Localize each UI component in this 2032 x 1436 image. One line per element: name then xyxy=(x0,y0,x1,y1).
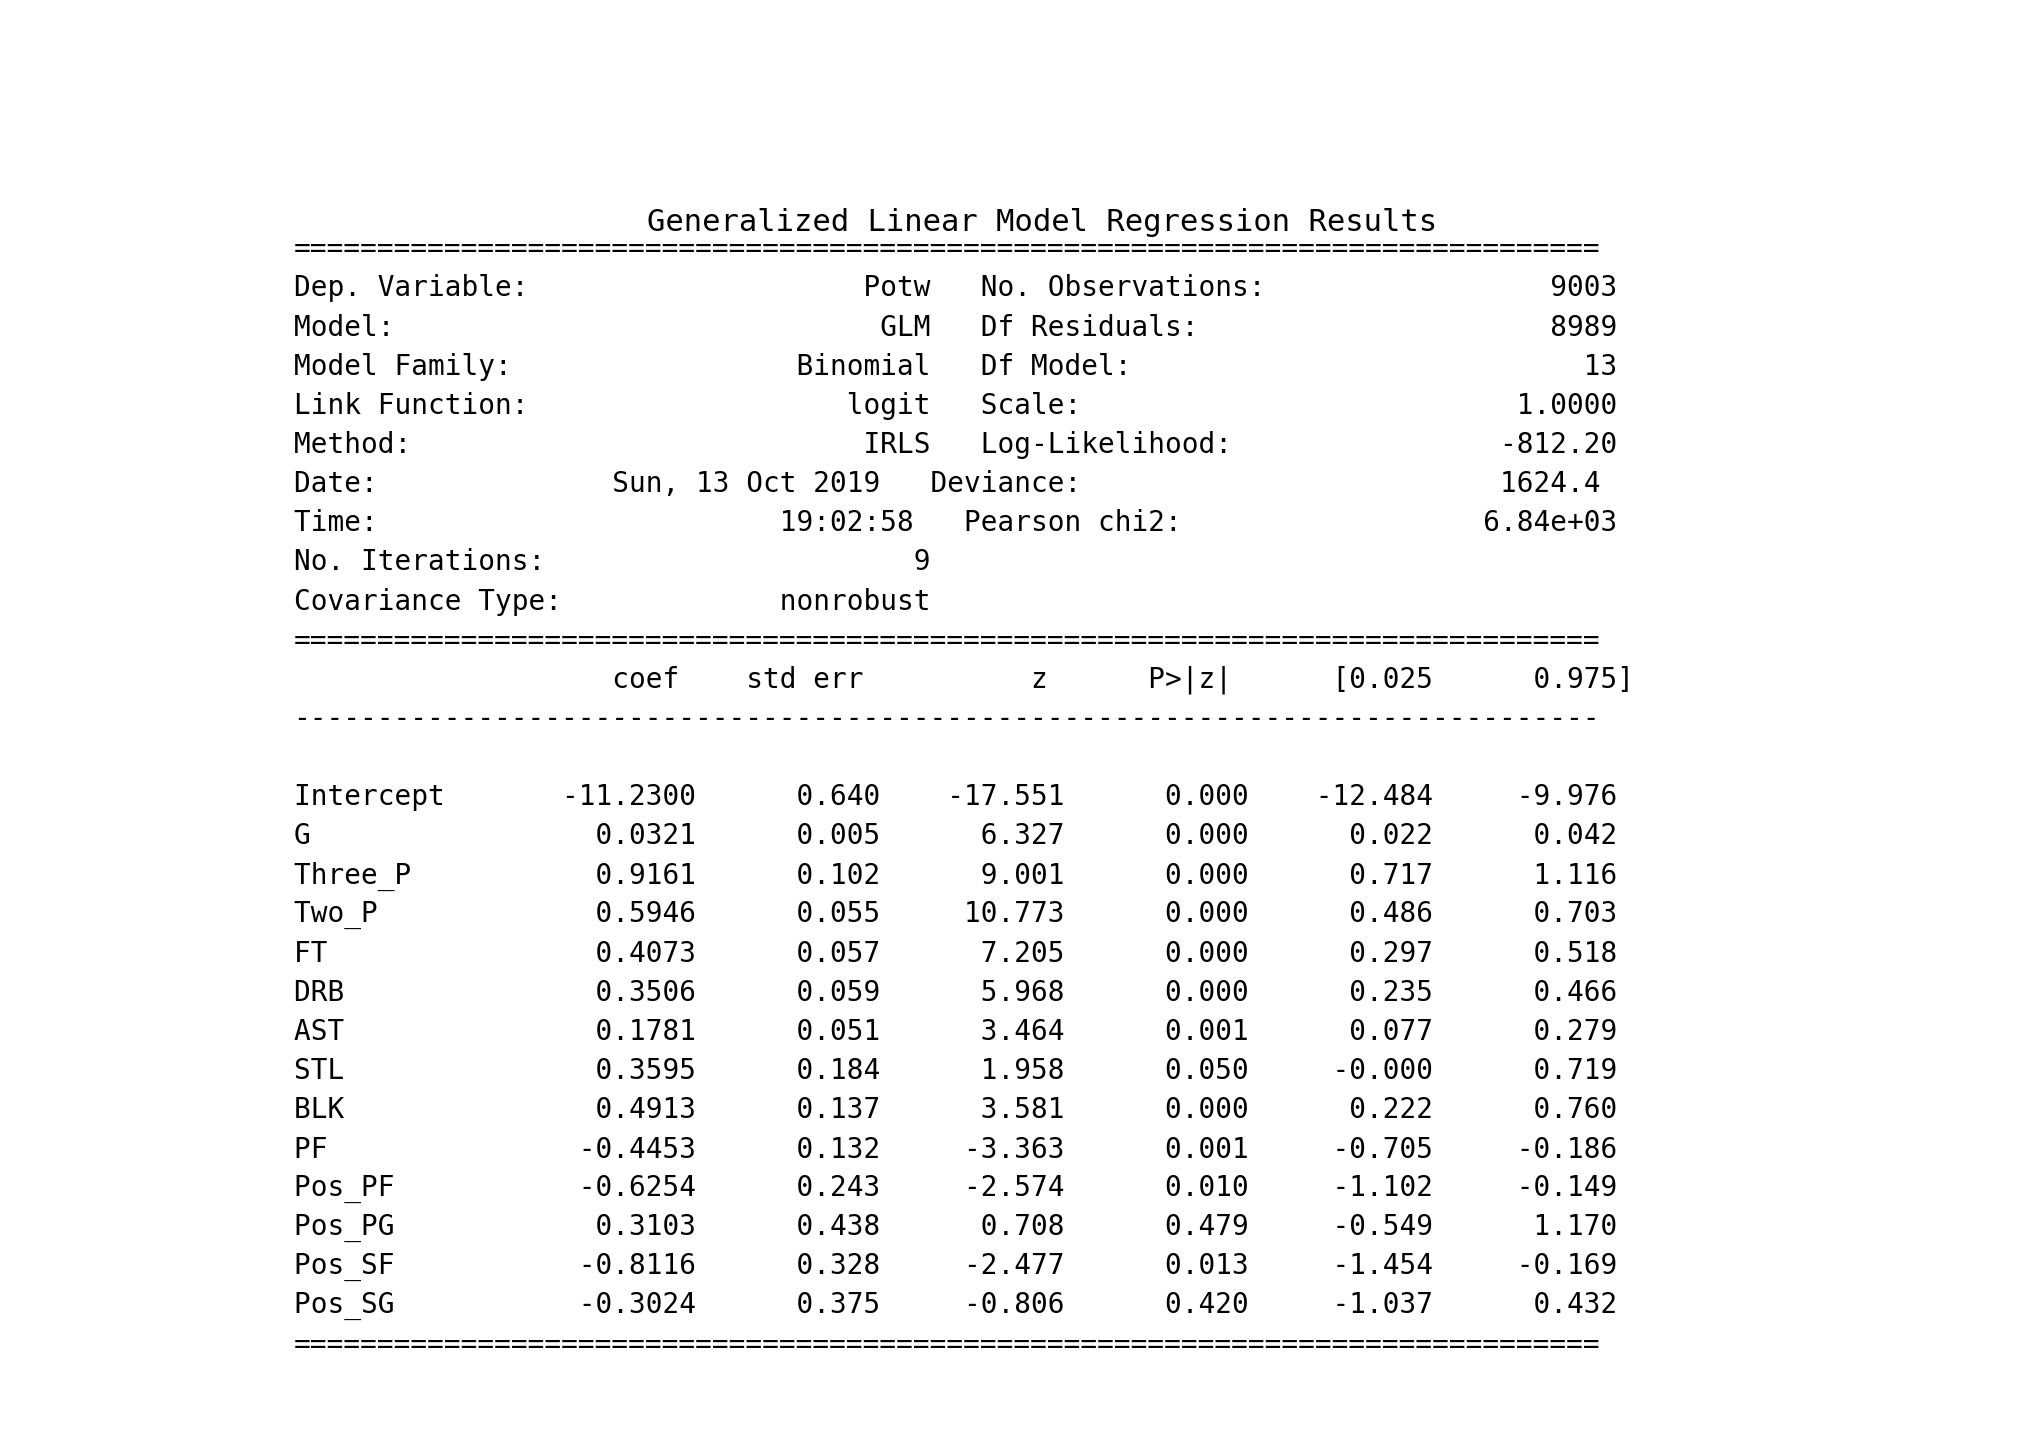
Text: PF               -0.4453      0.132     -3.363      0.001     -0.705     -0.186: PF -0.4453 0.132 -3.363 0.001 -0.705 -0.… xyxy=(293,1136,1615,1163)
Text: AST               0.1781      0.051      3.464      0.001      0.077      0.279: AST 0.1781 0.051 3.464 0.001 0.077 0.279 xyxy=(293,1018,1615,1047)
Text: Covariance Type:             nonrobust: Covariance Type: nonrobust xyxy=(293,587,929,616)
Text: Intercept       -11.2300      0.640    -17.551      0.000    -12.484     -9.976: Intercept -11.2300 0.640 -17.551 0.000 -… xyxy=(293,784,1615,811)
Text: Time:                        19:02:58   Pearson chi2:                  6.84e+03: Time: 19:02:58 Pearson chi2: 6.84e+03 xyxy=(293,510,1615,537)
Text: Pos_SF           -0.8116      0.328     -2.477      0.013     -1.454     -0.169: Pos_SF -0.8116 0.328 -2.477 0.013 -1.454… xyxy=(293,1254,1615,1281)
Text: Pos_PF           -0.6254      0.243     -2.574      0.010     -1.102     -0.149: Pos_PF -0.6254 0.243 -2.574 0.010 -1.102… xyxy=(293,1175,1615,1203)
Text: ------------------------------------------------------------------------------: ----------------------------------------… xyxy=(293,705,1599,732)
Text: DRB               0.3506      0.059      5.968      0.000      0.235      0.466: DRB 0.3506 0.059 5.968 0.000 0.235 0.466 xyxy=(293,979,1615,1007)
Text: Link Function:                   logit   Scale:                          1.0000: Link Function: logit Scale: 1.0000 xyxy=(293,392,1615,419)
Text: Pos_SG           -0.3024      0.375     -0.806      0.420     -1.037      0.432: Pos_SG -0.3024 0.375 -0.806 0.420 -1.037… xyxy=(293,1292,1615,1320)
Text: BLK               0.4913      0.137      3.581      0.000      0.222      0.760: BLK 0.4913 0.137 3.581 0.000 0.222 0.760 xyxy=(293,1097,1615,1124)
Text: Model Family:                 Binomial   Df Model:                           13: Model Family: Binomial Df Model: 13 xyxy=(293,353,1615,381)
Text: Dep. Variable:                    Potw   No. Observations:                 9003: Dep. Variable: Potw No. Observations: 90… xyxy=(293,274,1615,303)
Text: ==============================================================================: ========================================… xyxy=(293,626,1599,655)
Text: Generalized Linear Model Regression Results: Generalized Linear Model Regression Resu… xyxy=(646,208,1437,237)
Text: G                 0.0321      0.005      6.327      0.000      0.022      0.042: G 0.0321 0.005 6.327 0.000 0.022 0.042 xyxy=(293,823,1615,850)
Text: Date:              Sun, 13 Oct 2019   Deviance:                         1624.4: Date: Sun, 13 Oct 2019 Deviance: 1624.4 xyxy=(293,470,1599,498)
Text: coef    std err          z      P>|z|      [0.025      0.975]: coef std err z P>|z| [0.025 0.975] xyxy=(293,666,1632,695)
Text: ==============================================================================: ========================================… xyxy=(293,1331,1599,1360)
Text: Method:                           IRLS   Log-Likelihood:                -812.20: Method: IRLS Log-Likelihood: -812.20 xyxy=(293,431,1615,460)
Text: Three_P           0.9161      0.102      9.001      0.000      0.717      1.116: Three_P 0.9161 0.102 9.001 0.000 0.717 1… xyxy=(293,862,1615,890)
Text: No. Iterations:                      9: No. Iterations: 9 xyxy=(293,549,929,576)
Text: STL               0.3595      0.184      1.958      0.050     -0.000      0.719: STL 0.3595 0.184 1.958 0.050 -0.000 0.71… xyxy=(293,1057,1615,1086)
Text: Two_P             0.5946      0.055     10.773      0.000      0.486      0.703: Two_P 0.5946 0.055 10.773 0.000 0.486 0.… xyxy=(293,900,1615,929)
Text: ==============================================================================: ========================================… xyxy=(293,236,1599,263)
Text: Pos_PG            0.3103      0.438      0.708      0.479     -0.549      1.170: Pos_PG 0.3103 0.438 0.708 0.479 -0.549 1… xyxy=(293,1213,1615,1242)
Text: Model:                             GLM   Df Residuals:                     8989: Model: GLM Df Residuals: 8989 xyxy=(293,313,1615,342)
Text: FT                0.4073      0.057      7.205      0.000      0.297      0.518: FT 0.4073 0.057 7.205 0.000 0.297 0.518 xyxy=(293,941,1615,968)
